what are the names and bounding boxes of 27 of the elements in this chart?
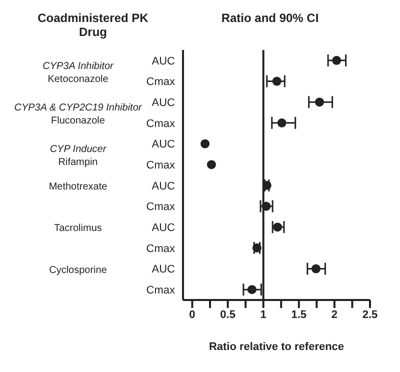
x-axis-title: Ratio relative to reference: [208, 341, 344, 353]
y-tick-label: AUC: [152, 55, 176, 68]
y-tick-label: Cmax: [146, 159, 176, 172]
x-tick-label: 2.5: [362, 308, 378, 321]
text: CYP3A Inhibitor Ketoconazole: [42, 60, 114, 85]
y-tick-label: Cmax: [146, 118, 176, 130]
text: CYP3A & CYP2C19 Inhibitor Fluconazole: [14, 102, 142, 126]
x-tick-label: 2: [331, 308, 338, 321]
y-tick-label: Cmax: [146, 201, 176, 214]
x-tick-label: 0.5: [220, 308, 236, 321]
x-tick-label: 1: [260, 308, 266, 321]
y-tick-label: AUC: [152, 264, 176, 276]
text: CYP Inducer Rifampin: [50, 144, 107, 168]
x-tick-label: 0: [189, 308, 196, 321]
y-tick-label: AUC: [152, 180, 176, 192]
y-tick-label: Cmax: [146, 76, 176, 88]
y-tick-label: Cmax: [146, 242, 176, 255]
text: Methotrexate: [48, 181, 108, 192]
y-tick-label: AUC: [152, 138, 176, 151]
text: Cyclosporine: [49, 264, 108, 276]
y-tick-label: AUC: [152, 96, 176, 109]
chart-title: Ratio and 90% CI: [221, 11, 319, 25]
y-tick-label: Cmax: [146, 284, 176, 296]
y-tick-label: AUC: [152, 222, 176, 234]
x-tick-label: 1.5: [291, 308, 307, 321]
text: Tacrolimus: [54, 223, 102, 234]
text: Coadministered PK Drug: [38, 11, 149, 39]
